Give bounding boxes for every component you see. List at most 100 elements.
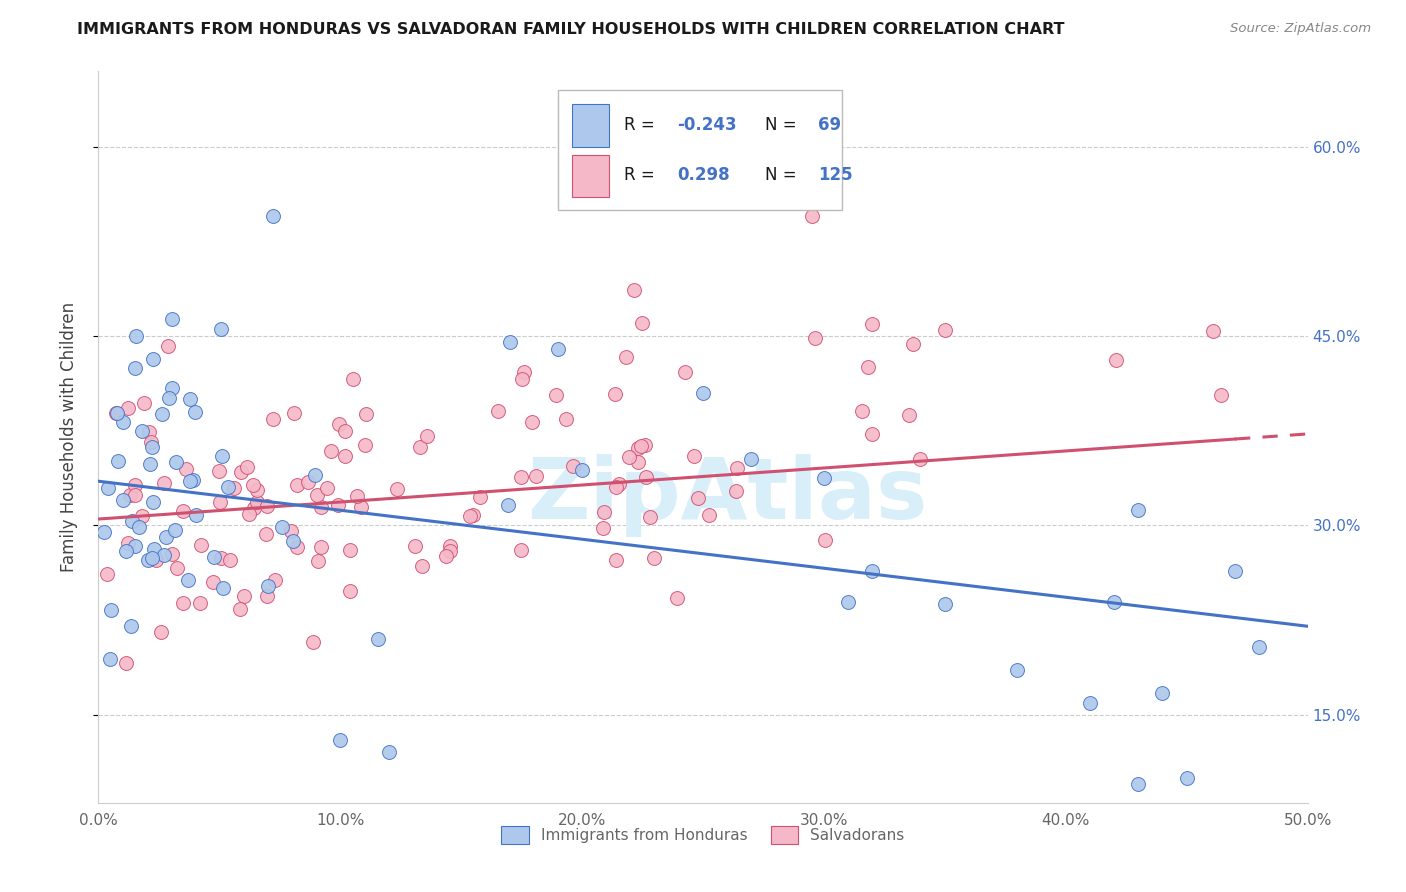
Point	[725, 484, 748, 499]
Point	[683, 450, 706, 464]
Point	[1249, 640, 1271, 654]
Point	[524, 469, 547, 483]
Legend: Immigrants from Honduras, Salvadorans: Immigrants from Honduras, Salvadorans	[495, 820, 911, 850]
Point	[124, 361, 146, 376]
Point	[138, 425, 160, 440]
Text: ZipAtlas: ZipAtlas	[527, 454, 928, 537]
Point	[209, 322, 232, 336]
Point	[800, 210, 823, 224]
Point	[408, 440, 430, 454]
Point	[329, 732, 352, 747]
Point	[179, 392, 201, 407]
Point	[262, 412, 284, 426]
Point	[229, 465, 252, 479]
Point	[124, 488, 146, 502]
Point	[222, 482, 245, 496]
Point	[544, 387, 567, 401]
Point	[356, 407, 378, 421]
Point	[486, 404, 509, 418]
Point	[605, 553, 627, 567]
Point	[858, 359, 880, 374]
Point	[131, 509, 153, 524]
Point	[460, 509, 482, 524]
Point	[617, 450, 640, 464]
Point	[860, 564, 883, 578]
FancyBboxPatch shape	[572, 154, 609, 197]
Point	[837, 594, 859, 608]
Text: R =: R =	[624, 166, 661, 185]
Point	[141, 550, 163, 565]
Point	[315, 481, 337, 495]
Point	[162, 547, 184, 561]
Point	[1128, 777, 1150, 791]
Point	[439, 539, 461, 553]
Point	[256, 499, 278, 513]
Point	[285, 540, 308, 554]
Point	[547, 342, 569, 356]
Point	[509, 543, 531, 558]
Point	[623, 283, 645, 297]
Point	[115, 656, 138, 670]
Point	[1102, 595, 1125, 609]
Point	[439, 544, 461, 558]
Point	[333, 450, 356, 464]
Point	[155, 530, 177, 544]
Point	[1128, 503, 1150, 517]
Point	[190, 538, 212, 552]
Point	[321, 443, 343, 458]
FancyBboxPatch shape	[558, 89, 842, 211]
Point	[510, 371, 533, 385]
Point	[212, 581, 235, 595]
Point	[124, 478, 146, 492]
Point	[233, 589, 256, 603]
Point	[860, 426, 883, 441]
Point	[136, 553, 159, 567]
Point	[555, 411, 578, 425]
Point	[354, 438, 377, 452]
Point	[934, 598, 956, 612]
Point	[1007, 663, 1029, 677]
Point	[851, 404, 873, 418]
Point	[740, 452, 762, 467]
Point	[1175, 771, 1198, 785]
Point	[236, 459, 259, 474]
Point	[208, 464, 231, 478]
Point	[860, 317, 883, 331]
Text: 69: 69	[818, 116, 841, 134]
Point	[643, 551, 665, 566]
Point	[160, 312, 183, 326]
Point	[307, 554, 329, 568]
Point	[673, 365, 696, 379]
Point	[107, 453, 129, 467]
Point	[100, 603, 122, 617]
Text: Source: ZipAtlas.com: Source: ZipAtlas.com	[1230, 22, 1371, 36]
Point	[208, 495, 231, 509]
Point	[311, 500, 333, 514]
Point	[141, 434, 163, 449]
Point	[350, 500, 373, 515]
Point	[112, 415, 135, 429]
Point	[163, 524, 186, 538]
Point	[229, 601, 252, 615]
Point	[256, 579, 278, 593]
Point	[143, 542, 166, 557]
Point	[217, 480, 239, 494]
Point	[562, 458, 585, 473]
Point	[283, 407, 305, 421]
Point	[281, 534, 304, 549]
Point	[98, 651, 121, 665]
Point	[243, 501, 266, 516]
Point	[592, 505, 614, 519]
Point	[367, 632, 389, 646]
Point	[520, 416, 543, 430]
Point	[333, 424, 356, 438]
Point	[219, 553, 242, 567]
Point	[605, 480, 627, 494]
Point	[934, 323, 956, 337]
Point	[96, 566, 118, 581]
Point	[97, 481, 120, 495]
Point	[614, 350, 637, 364]
Point	[117, 401, 139, 415]
Point	[202, 550, 225, 565]
Point	[115, 544, 138, 558]
